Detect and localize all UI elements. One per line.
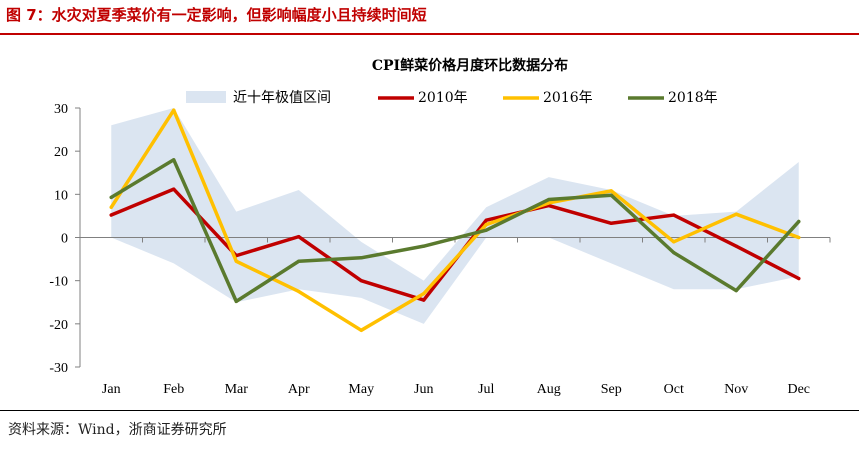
- data-point-2018: [672, 251, 676, 255]
- y-tick-label: -10: [49, 275, 68, 290]
- data-point-2010: [172, 187, 176, 191]
- data-point-2018: [422, 244, 426, 248]
- legend-swatch-band: [186, 91, 226, 103]
- y-tick-label: 20: [54, 145, 68, 160]
- data-point-2010: [734, 244, 738, 248]
- y-tick-label: -20: [49, 318, 68, 333]
- data-point-2010: [297, 235, 301, 239]
- data-point-2010: [422, 298, 426, 302]
- data-point-2010: [797, 276, 801, 281]
- data-point-2018: [297, 259, 301, 263]
- data-point-2016: [297, 289, 301, 294]
- data-point-2018: [734, 288, 738, 293]
- legend-label-2010: 2010年: [418, 90, 468, 106]
- title-divider: [0, 33, 859, 35]
- y-tick-label: 0: [61, 232, 68, 247]
- x-tick-label: Jan: [102, 382, 121, 397]
- x-tick-label: Aug: [537, 382, 561, 397]
- x-tick-label: Apr: [288, 382, 310, 397]
- data-point-2016: [234, 259, 238, 263]
- data-point-2018: [797, 219, 801, 224]
- data-point-2016: [359, 328, 363, 332]
- footer-divider: [0, 410, 859, 411]
- data-point-2016: [734, 212, 738, 216]
- data-point-2018: [547, 197, 551, 202]
- data-point-2016: [422, 292, 426, 296]
- figure-title: 图 7：水灾对夏季菜价有一定影响，但影响幅度小且持续时间短: [6, 6, 427, 24]
- data-point-2018: [109, 195, 113, 199]
- x-tick-label: Mar: [225, 382, 249, 397]
- x-tick-label: Dec: [787, 382, 810, 397]
- legend-label-band: 近十年极值区间: [233, 90, 331, 106]
- x-tick-label: Jun: [414, 382, 433, 397]
- source-note: 资料来源：Wind，浙商证券研究所: [8, 422, 227, 438]
- data-point-2018: [484, 228, 488, 232]
- y-tick-label: 30: [54, 102, 68, 117]
- x-tick-label: May: [348, 382, 374, 397]
- data-point-2018: [609, 193, 613, 197]
- series-line-2018: [109, 158, 801, 304]
- x-tick-label: Jul: [478, 382, 494, 397]
- x-tick-label: Oct: [664, 382, 684, 397]
- series-line-2016: [109, 108, 801, 333]
- data-point-2018: [234, 299, 238, 303]
- x-tick-label: Sep: [601, 382, 622, 397]
- data-point-2018: [172, 158, 176, 162]
- data-point-2016: [172, 108, 176, 112]
- chart-title: CPI鲜菜价格月度环比数据分布: [372, 57, 568, 74]
- data-point-2010: [109, 213, 113, 217]
- data-point-2016: [672, 240, 676, 244]
- y-tick-label: -30: [49, 361, 68, 376]
- data-point-2016: [609, 189, 613, 193]
- legend-label-2016: 2016年: [543, 90, 593, 106]
- data-point-2016: [109, 205, 113, 209]
- data-point-2016: [547, 201, 551, 205]
- y-tick-label: 10: [54, 188, 68, 203]
- x-tick-label: Feb: [163, 382, 184, 397]
- data-point-2010: [359, 279, 363, 283]
- legend-label-2018: 2018年: [668, 90, 718, 106]
- data-point-2018: [359, 256, 363, 260]
- x-tick-label: Nov: [724, 382, 748, 397]
- data-point-2010: [484, 218, 488, 222]
- data-point-2016: [484, 222, 488, 227]
- data-point-2010: [609, 221, 613, 225]
- data-point-2016: [797, 235, 801, 240]
- band-area: [111, 108, 799, 324]
- data-point-2010: [672, 213, 676, 217]
